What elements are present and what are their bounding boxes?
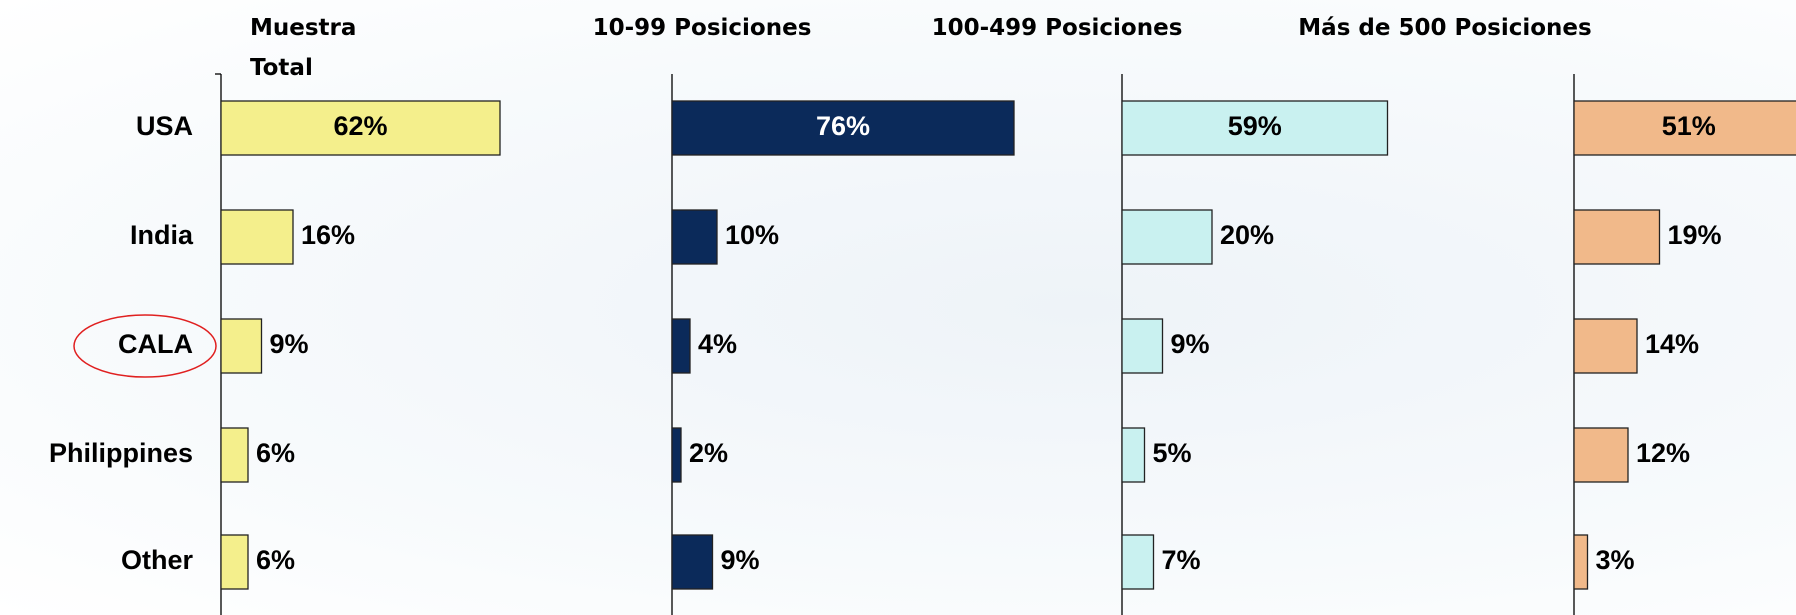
value-label: 10% xyxy=(725,220,779,250)
bar xyxy=(220,534,249,590)
category-label: CALA xyxy=(118,329,193,359)
bar xyxy=(1573,209,1661,265)
value-label: 16% xyxy=(301,220,355,250)
panel-title: Más de 500 Posiciones xyxy=(1298,15,1592,41)
bar xyxy=(220,209,294,265)
bar xyxy=(1121,427,1146,483)
value-label: 6% xyxy=(256,545,295,575)
category-label: USA xyxy=(136,111,193,141)
value-label: 3% xyxy=(1596,545,1635,575)
bar xyxy=(671,427,682,483)
bar xyxy=(1573,100,1796,156)
value-label: 51% xyxy=(1662,111,1716,141)
value-label: 19% xyxy=(1668,220,1722,250)
highlight-ellipse xyxy=(73,314,217,378)
panel-title: 100-499 Posiciones xyxy=(931,15,1183,41)
bar xyxy=(671,318,691,374)
bar xyxy=(220,100,501,156)
bar xyxy=(220,318,263,374)
panel-title: Muestra Total xyxy=(250,15,357,81)
panel-title: 10-99 Posiciones xyxy=(592,15,812,41)
value-label: 4% xyxy=(698,329,737,359)
value-label: 5% xyxy=(1153,438,1192,468)
value-label: 14% xyxy=(1645,329,1699,359)
value-label: 7% xyxy=(1162,545,1201,575)
bar xyxy=(1121,318,1164,374)
category-label: Other xyxy=(121,545,194,575)
value-label: 76% xyxy=(816,111,870,141)
value-label: 6% xyxy=(256,438,295,468)
bar xyxy=(1573,427,1629,483)
value-label: 20% xyxy=(1220,220,1274,250)
bar xyxy=(1121,534,1155,590)
value-label: 12% xyxy=(1636,438,1690,468)
value-label: 2% xyxy=(689,438,728,468)
bar xyxy=(1121,100,1389,156)
category-label: Philippines xyxy=(49,438,193,468)
value-label: 9% xyxy=(270,329,309,359)
value-label: 9% xyxy=(1171,329,1210,359)
bar xyxy=(671,100,1015,156)
value-label: 62% xyxy=(333,111,387,141)
bar xyxy=(1573,534,1589,590)
bar xyxy=(220,427,249,483)
value-label: 9% xyxy=(721,545,760,575)
bar xyxy=(1573,318,1638,374)
value-label: 59% xyxy=(1228,111,1282,141)
category-label: India xyxy=(130,220,194,250)
bar xyxy=(671,534,714,590)
bar xyxy=(1121,209,1213,265)
bar xyxy=(671,209,718,265)
